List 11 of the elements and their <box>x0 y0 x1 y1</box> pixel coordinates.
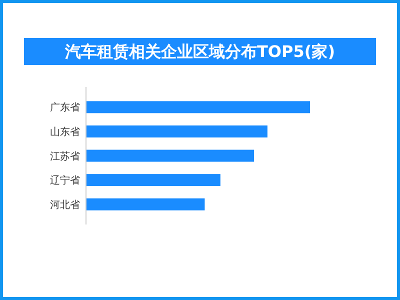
y-tick-label: 山东省 <box>50 126 80 138</box>
bar <box>86 101 310 114</box>
y-tick-label: 广东省 <box>50 102 80 114</box>
y-tick-label: 辽宁省 <box>50 174 80 187</box>
bar <box>86 198 205 210</box>
y-tick-label: 江苏省 <box>50 150 80 162</box>
bar <box>86 125 268 138</box>
y-tick-label: 河北省 <box>50 198 80 211</box>
chart-title: 汽车租赁相关企业区域分布TOP5(家) <box>64 42 335 61</box>
bar <box>86 150 254 162</box>
bar <box>86 174 220 186</box>
